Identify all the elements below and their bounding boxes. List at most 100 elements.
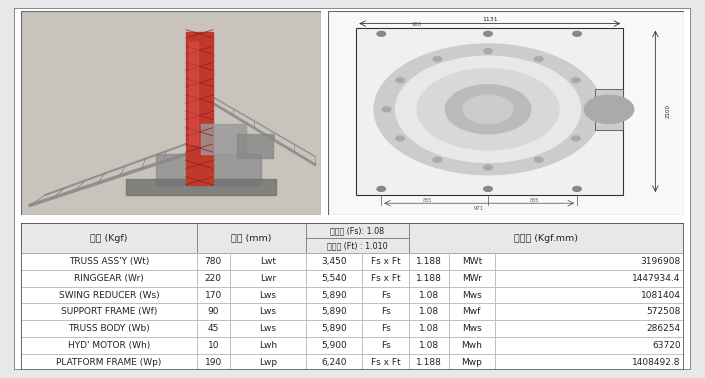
Circle shape — [572, 78, 580, 83]
Bar — [197, 304, 230, 320]
Bar — [495, 304, 684, 320]
Text: 1.08: 1.08 — [419, 291, 439, 299]
Circle shape — [572, 186, 582, 191]
Text: 모멘트 (Kgf.mm): 모멘트 (Kgf.mm) — [515, 234, 578, 243]
Bar — [362, 253, 409, 270]
Bar — [495, 270, 684, 287]
Circle shape — [382, 107, 391, 112]
Text: 980: 980 — [412, 22, 422, 27]
Text: Fs: Fs — [381, 291, 391, 299]
Text: 220: 220 — [205, 274, 222, 283]
Text: Mwf: Mwf — [462, 307, 481, 316]
Bar — [230, 354, 306, 370]
Text: 1.188: 1.188 — [416, 257, 441, 266]
Bar — [230, 304, 306, 320]
Text: 90: 90 — [207, 307, 219, 316]
Bar — [230, 270, 306, 287]
Bar — [409, 320, 448, 337]
Circle shape — [572, 136, 580, 141]
Bar — [409, 337, 448, 354]
Circle shape — [417, 68, 559, 150]
Bar — [21, 354, 197, 370]
Bar — [21, 270, 197, 287]
Circle shape — [484, 31, 492, 36]
Bar — [362, 304, 409, 320]
Text: 정하중 (Fs): 1.08: 정하중 (Fs): 1.08 — [331, 226, 384, 235]
Text: 1081404: 1081404 — [641, 291, 680, 299]
Text: Fs x Ft: Fs x Ft — [371, 257, 400, 266]
Text: Lwt: Lwt — [260, 257, 276, 266]
Text: 63720: 63720 — [652, 341, 680, 350]
Circle shape — [396, 56, 581, 163]
Circle shape — [377, 31, 386, 36]
Text: Fs: Fs — [381, 324, 391, 333]
Circle shape — [572, 31, 582, 36]
Bar — [197, 337, 230, 354]
Circle shape — [484, 186, 492, 191]
Text: SUPPORT FRAME (Wf): SUPPORT FRAME (Wf) — [61, 307, 157, 316]
Bar — [189, 42, 198, 144]
Text: Fs x Ft: Fs x Ft — [371, 358, 400, 367]
Text: 10: 10 — [207, 341, 219, 350]
Bar — [21, 337, 197, 354]
Circle shape — [585, 107, 594, 112]
Bar — [230, 320, 306, 337]
Bar — [495, 337, 684, 354]
Bar — [362, 354, 409, 370]
Bar — [495, 354, 684, 370]
Bar — [448, 287, 495, 304]
Bar — [230, 337, 306, 354]
Text: 2100: 2100 — [666, 104, 670, 118]
Text: MWt: MWt — [462, 257, 482, 266]
Circle shape — [374, 44, 602, 175]
Bar — [306, 354, 362, 370]
Text: 1.08: 1.08 — [419, 341, 439, 350]
Bar — [197, 253, 230, 270]
Bar — [495, 320, 684, 337]
Text: Fs: Fs — [381, 307, 391, 316]
Bar — [197, 320, 230, 337]
Circle shape — [396, 136, 405, 141]
Circle shape — [446, 85, 531, 134]
Text: Lws: Lws — [259, 307, 276, 316]
Bar — [448, 320, 495, 337]
Text: RINGGEAR (Wr): RINGGEAR (Wr) — [74, 274, 144, 283]
Bar — [362, 320, 409, 337]
Bar — [156, 154, 261, 185]
Text: 1.08: 1.08 — [419, 324, 439, 333]
Bar — [362, 337, 409, 354]
Text: 5,540: 5,540 — [321, 274, 347, 283]
Text: Lwr: Lwr — [260, 274, 276, 283]
Bar — [21, 304, 197, 320]
Bar — [362, 287, 409, 304]
Text: 3,450: 3,450 — [321, 257, 347, 266]
Bar — [306, 223, 409, 238]
Bar — [306, 270, 362, 287]
Bar — [448, 253, 495, 270]
Circle shape — [377, 186, 386, 191]
Bar — [448, 270, 495, 287]
Text: TRUSS BODY (Wb): TRUSS BODY (Wb) — [68, 324, 150, 333]
Text: MWr: MWr — [462, 274, 482, 283]
Text: Lwh: Lwh — [259, 341, 277, 350]
Text: 780: 780 — [204, 257, 222, 266]
Circle shape — [534, 157, 543, 162]
Text: HYD' MOTOR (Wh): HYD' MOTOR (Wh) — [68, 341, 150, 350]
Bar — [21, 253, 197, 270]
Text: 6,240: 6,240 — [321, 358, 347, 367]
Bar — [306, 304, 362, 320]
Text: 거리 (mm): 거리 (mm) — [231, 234, 271, 243]
Text: TRUSS ASS'Y (Wt): TRUSS ASS'Y (Wt) — [69, 257, 149, 266]
Text: 885: 885 — [529, 198, 539, 203]
Bar — [495, 287, 684, 304]
Text: Lws: Lws — [259, 291, 276, 299]
Text: 572508: 572508 — [646, 307, 680, 316]
Bar — [409, 287, 448, 304]
Text: PLATFORM FRAME (Wp): PLATFORM FRAME (Wp) — [56, 358, 161, 367]
Bar — [230, 253, 306, 270]
Text: 1.188: 1.188 — [416, 358, 441, 367]
Bar — [448, 304, 495, 320]
Text: Mwh: Mwh — [461, 341, 482, 350]
Bar — [306, 337, 362, 354]
Bar — [230, 287, 306, 304]
